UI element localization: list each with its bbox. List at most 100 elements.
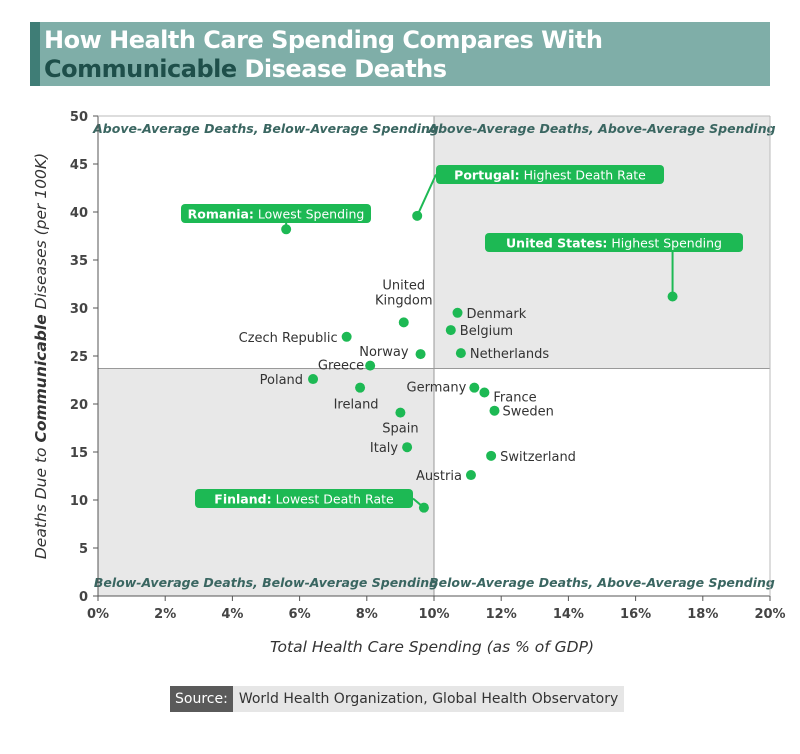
title-banner: How Health Care Spending Compares With C… [30, 22, 770, 86]
point-label-line: Norway [359, 345, 409, 360]
quadrant-label-top-left: Above-Average Deaths, Below-Average Spen… [92, 121, 439, 136]
quadrant-label-bottom-right: Below-Average Deaths, Above-Average Spen… [429, 575, 775, 590]
point-label-italy: Italy [370, 441, 399, 456]
y-axis-title-part: Communicable [32, 314, 50, 442]
callout-box-portugal [436, 165, 664, 184]
y-tick-label: 35 [70, 254, 88, 269]
x-tick-label: 20% [754, 607, 785, 622]
callout-description: Lowest Spending [254, 207, 364, 222]
point-label-line: Ireland [334, 398, 379, 413]
y-tick-label: 45 [70, 158, 88, 173]
data-point-united-states [667, 291, 678, 302]
callout-country: Portugal: [454, 168, 519, 183]
x-tick-label: 18% [687, 607, 718, 622]
data-point-united-kingdom [398, 317, 409, 328]
x-tick-label: 2% [154, 607, 176, 622]
data-point-switzerland [486, 450, 497, 461]
x-tick-label: 16% [620, 607, 651, 622]
data-point-poland [308, 374, 319, 385]
point-label-line: Germany [407, 381, 467, 396]
y-axis-title-part: Deaths Due to [32, 443, 50, 560]
point-label-line: Sweden [502, 405, 553, 420]
point-label-line: Spain [382, 422, 418, 437]
point-label-switzerland: Switzerland [500, 450, 576, 465]
point-label-ireland: Ireland [334, 398, 379, 413]
source-text: World Health Organization, Global Health… [232, 686, 625, 712]
point-label-norway: Norway [359, 345, 409, 360]
x-tick-label: 12% [486, 607, 517, 622]
x-tick-label: 8% [356, 607, 378, 622]
callout-country: United States: [506, 236, 607, 251]
title-accent-bar [30, 22, 40, 86]
y-tick-label: 20 [70, 398, 88, 413]
x-tick-label: 10% [418, 607, 449, 622]
data-point-italy [402, 442, 413, 453]
quadrant-shade-bottom-left [98, 368, 434, 596]
data-point-sweden [489, 405, 500, 416]
point-label-line: Netherlands [470, 347, 549, 362]
quadrant-label-bottom-left: Below-Average Deaths, Below-Average Spen… [94, 575, 438, 590]
data-point-romania [281, 224, 292, 235]
scatter-chart: Above-Average Deaths, Below-Average Spen… [32, 110, 786, 656]
chart-title-rest: Disease Deaths [236, 55, 447, 83]
data-point-greece [365, 360, 376, 371]
data-point-netherlands [455, 348, 466, 359]
callout-box-romania [181, 204, 371, 223]
callout-label-finland: Finland: Lowest Death Rate [214, 492, 394, 507]
point-label-poland: Poland [260, 373, 303, 388]
y-tick-label: 0 [79, 590, 88, 605]
x-tick-label: 6% [289, 607, 311, 622]
point-label-spain: Spain [382, 422, 418, 437]
point-label-line: United [382, 278, 425, 293]
point-label-line: Italy [370, 441, 399, 456]
x-tick-label: 14% [553, 607, 584, 622]
point-label-line: France [493, 390, 536, 405]
y-axis-title-part: Diseases (per 100K) [32, 153, 50, 314]
y-tick-label: 5 [79, 542, 88, 557]
x-axis-title: Total Health Care Spending (as % of GDP) [270, 638, 594, 656]
quadrant-label-top-right: Above-Average Deaths, Above-Average Spen… [427, 121, 775, 136]
callout-box-united-states [485, 233, 743, 252]
source-note: Source: World Health Organization, Globa… [170, 686, 625, 712]
data-point-finland [418, 502, 429, 513]
y-axis-title: Deaths Due to Communicable Diseases (per… [32, 153, 50, 559]
data-point-ireland [355, 382, 366, 393]
point-label-line: Austria [416, 469, 462, 484]
callout-description: Highest Spending [607, 236, 722, 251]
data-point-austria [465, 470, 476, 481]
y-tick-label: 30 [70, 302, 88, 317]
y-tick-label: 40 [70, 206, 88, 221]
point-label-czech-republic: Czech Republic [239, 331, 338, 346]
point-label-united-kingdom: United Kingdom [375, 278, 433, 308]
data-point-belgium [445, 325, 456, 336]
chart-title-highlight: Communicable [44, 55, 237, 83]
chart-title-line1: How Health Care Spending Compares With [44, 26, 603, 54]
data-point-denmark [452, 307, 463, 318]
callout-country: Romania: [188, 207, 254, 222]
chart-title-line2: Communicable Disease Deaths [44, 55, 447, 83]
y-tick-label: 10 [70, 494, 88, 509]
y-tick-label: 15 [70, 446, 88, 461]
callout-connector-portugal [416, 174, 437, 217]
source-label: Source: [170, 686, 233, 712]
data-point-czech-republic [341, 331, 352, 342]
point-label-germany: Germany [407, 381, 467, 396]
x-tick-label: 4% [221, 607, 243, 622]
point-label-greece: Greece [318, 359, 364, 374]
callout-label-romania: Romania: Lowest Spending [188, 207, 365, 222]
data-point-spain [395, 407, 406, 418]
point-label-line: Switzerland [500, 450, 576, 465]
point-label-austria: Austria [416, 469, 462, 484]
point-label-belgium: Belgium [460, 324, 513, 339]
x-tick-label: 0% [87, 607, 109, 622]
data-point-portugal [412, 210, 423, 221]
point-label-line: Greece [318, 359, 364, 374]
point-label-line: Belgium [460, 324, 513, 339]
callout-country: Finland: [214, 492, 271, 507]
y-tick-label: 25 [70, 350, 88, 365]
point-label-denmark: Denmark [467, 307, 527, 322]
callout-label-united-states: United States: Highest Spending [506, 236, 722, 251]
callout-description: Lowest Death Rate [272, 492, 394, 507]
point-label-line: Denmark [467, 307, 527, 322]
data-point-germany [469, 382, 480, 393]
